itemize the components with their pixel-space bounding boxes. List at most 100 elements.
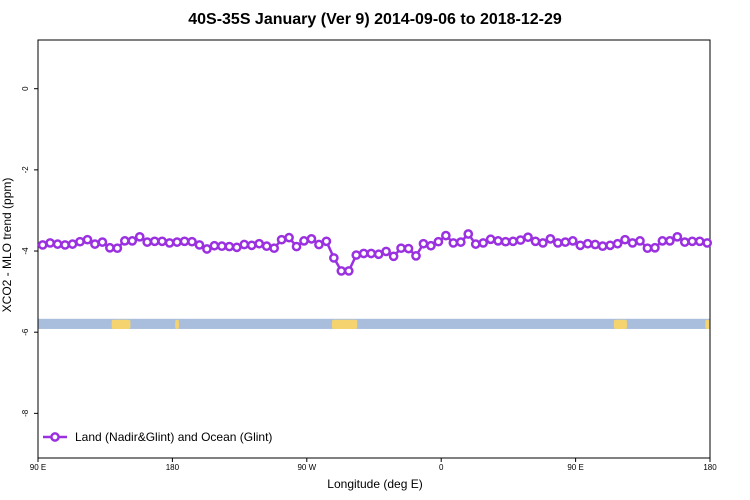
data-point [441,230,451,241]
land-patch [332,319,358,329]
data-point [657,236,668,246]
data-point [306,234,317,244]
data-point [157,236,167,247]
land-patch [613,319,627,329]
data-point [142,237,153,247]
y-tick-label: -2 [21,166,30,174]
data-point [560,237,571,247]
data-point [246,240,257,251]
data-point [336,266,347,276]
data-point [485,234,496,245]
x-tick-label: 180 [166,463,180,472]
data-point [112,243,123,254]
data-point [627,238,638,248]
data-point [179,236,190,247]
data-point [119,236,130,246]
data-point [463,229,474,239]
y-tick-label: -4 [21,247,30,255]
data-point [82,234,93,245]
data-point [329,253,339,263]
data-point [202,244,212,254]
data-point [582,238,593,249]
data-point [605,240,615,251]
data-point [672,231,683,242]
data-point [642,243,653,254]
data-point [650,242,660,253]
data-point [694,236,705,247]
land-ocean-strip [38,318,710,329]
data-point [97,237,108,247]
data-point [373,249,384,260]
data-point [553,238,563,248]
data-point [679,237,690,247]
data-point [358,248,369,259]
data-point [523,232,533,243]
data-point [403,243,414,254]
data-point [209,240,220,251]
y-tick-label: -8 [21,409,30,417]
x-tick-label: 90 E [30,463,46,472]
y-axis-label: XCO2 - MLO trend (ppm) [0,178,14,313]
data-point [52,239,63,249]
data-point [478,238,489,248]
axes: 90 E 180 90 W 0 90 E 180 0 -2 -4 -6 -8 [21,39,717,472]
data-point [314,239,324,250]
legend: Land (Nadir&Glint) and Ocean (Glint) [43,430,272,444]
data-point [418,238,429,249]
x-tick-label: 0 [439,463,444,472]
data-point [612,238,623,249]
legend-label: Land (Nadir&Glint) and Ocean (Glint) [75,430,272,444]
data-point [493,236,503,246]
data-point [665,236,675,246]
data-point [590,239,601,250]
data-point [217,241,227,252]
data-point [448,238,459,248]
data-point [351,250,362,260]
data-point [127,236,138,246]
data-point [530,236,541,247]
data-point [187,236,197,247]
x-tick-label: 90 W [297,463,316,472]
land-patch [175,319,179,329]
data-point [194,240,205,250]
data-point [567,236,578,246]
data-point [261,241,272,252]
data-point [508,236,518,247]
data-point [455,237,466,247]
data-point [284,232,294,243]
data-point [433,236,444,247]
data-point [172,237,182,247]
data-point [343,266,354,276]
data-point [45,238,55,248]
data-point [687,236,698,247]
data-point [224,241,235,252]
data-point [299,236,309,246]
x-axis-label: Longitude (deg E) [327,477,422,491]
x-tick-label: 180 [703,463,717,472]
data-point [470,239,481,249]
land-patch [111,319,131,329]
data-point [134,231,145,242]
data-point [276,234,287,245]
data-point [231,242,242,253]
data-point [269,243,279,254]
data-point [321,236,332,247]
data-point [702,238,713,248]
plot-frame [37,39,711,459]
data-point [105,242,115,253]
chart-title: 40S-35S January (Ver 9) 2014-09-06 to 20… [188,11,562,28]
data-point [426,240,436,251]
data-point [164,238,175,248]
y-tick-label: 0 [21,86,30,91]
data-point [67,239,78,249]
series-layer [37,229,713,276]
data-point [575,240,586,251]
y-tick-label: -6 [21,328,30,336]
data-point [620,234,630,245]
data-point [411,251,421,261]
data-point [37,240,48,250]
data-point [597,241,608,252]
data-point [291,241,302,252]
land-patch [705,319,710,329]
